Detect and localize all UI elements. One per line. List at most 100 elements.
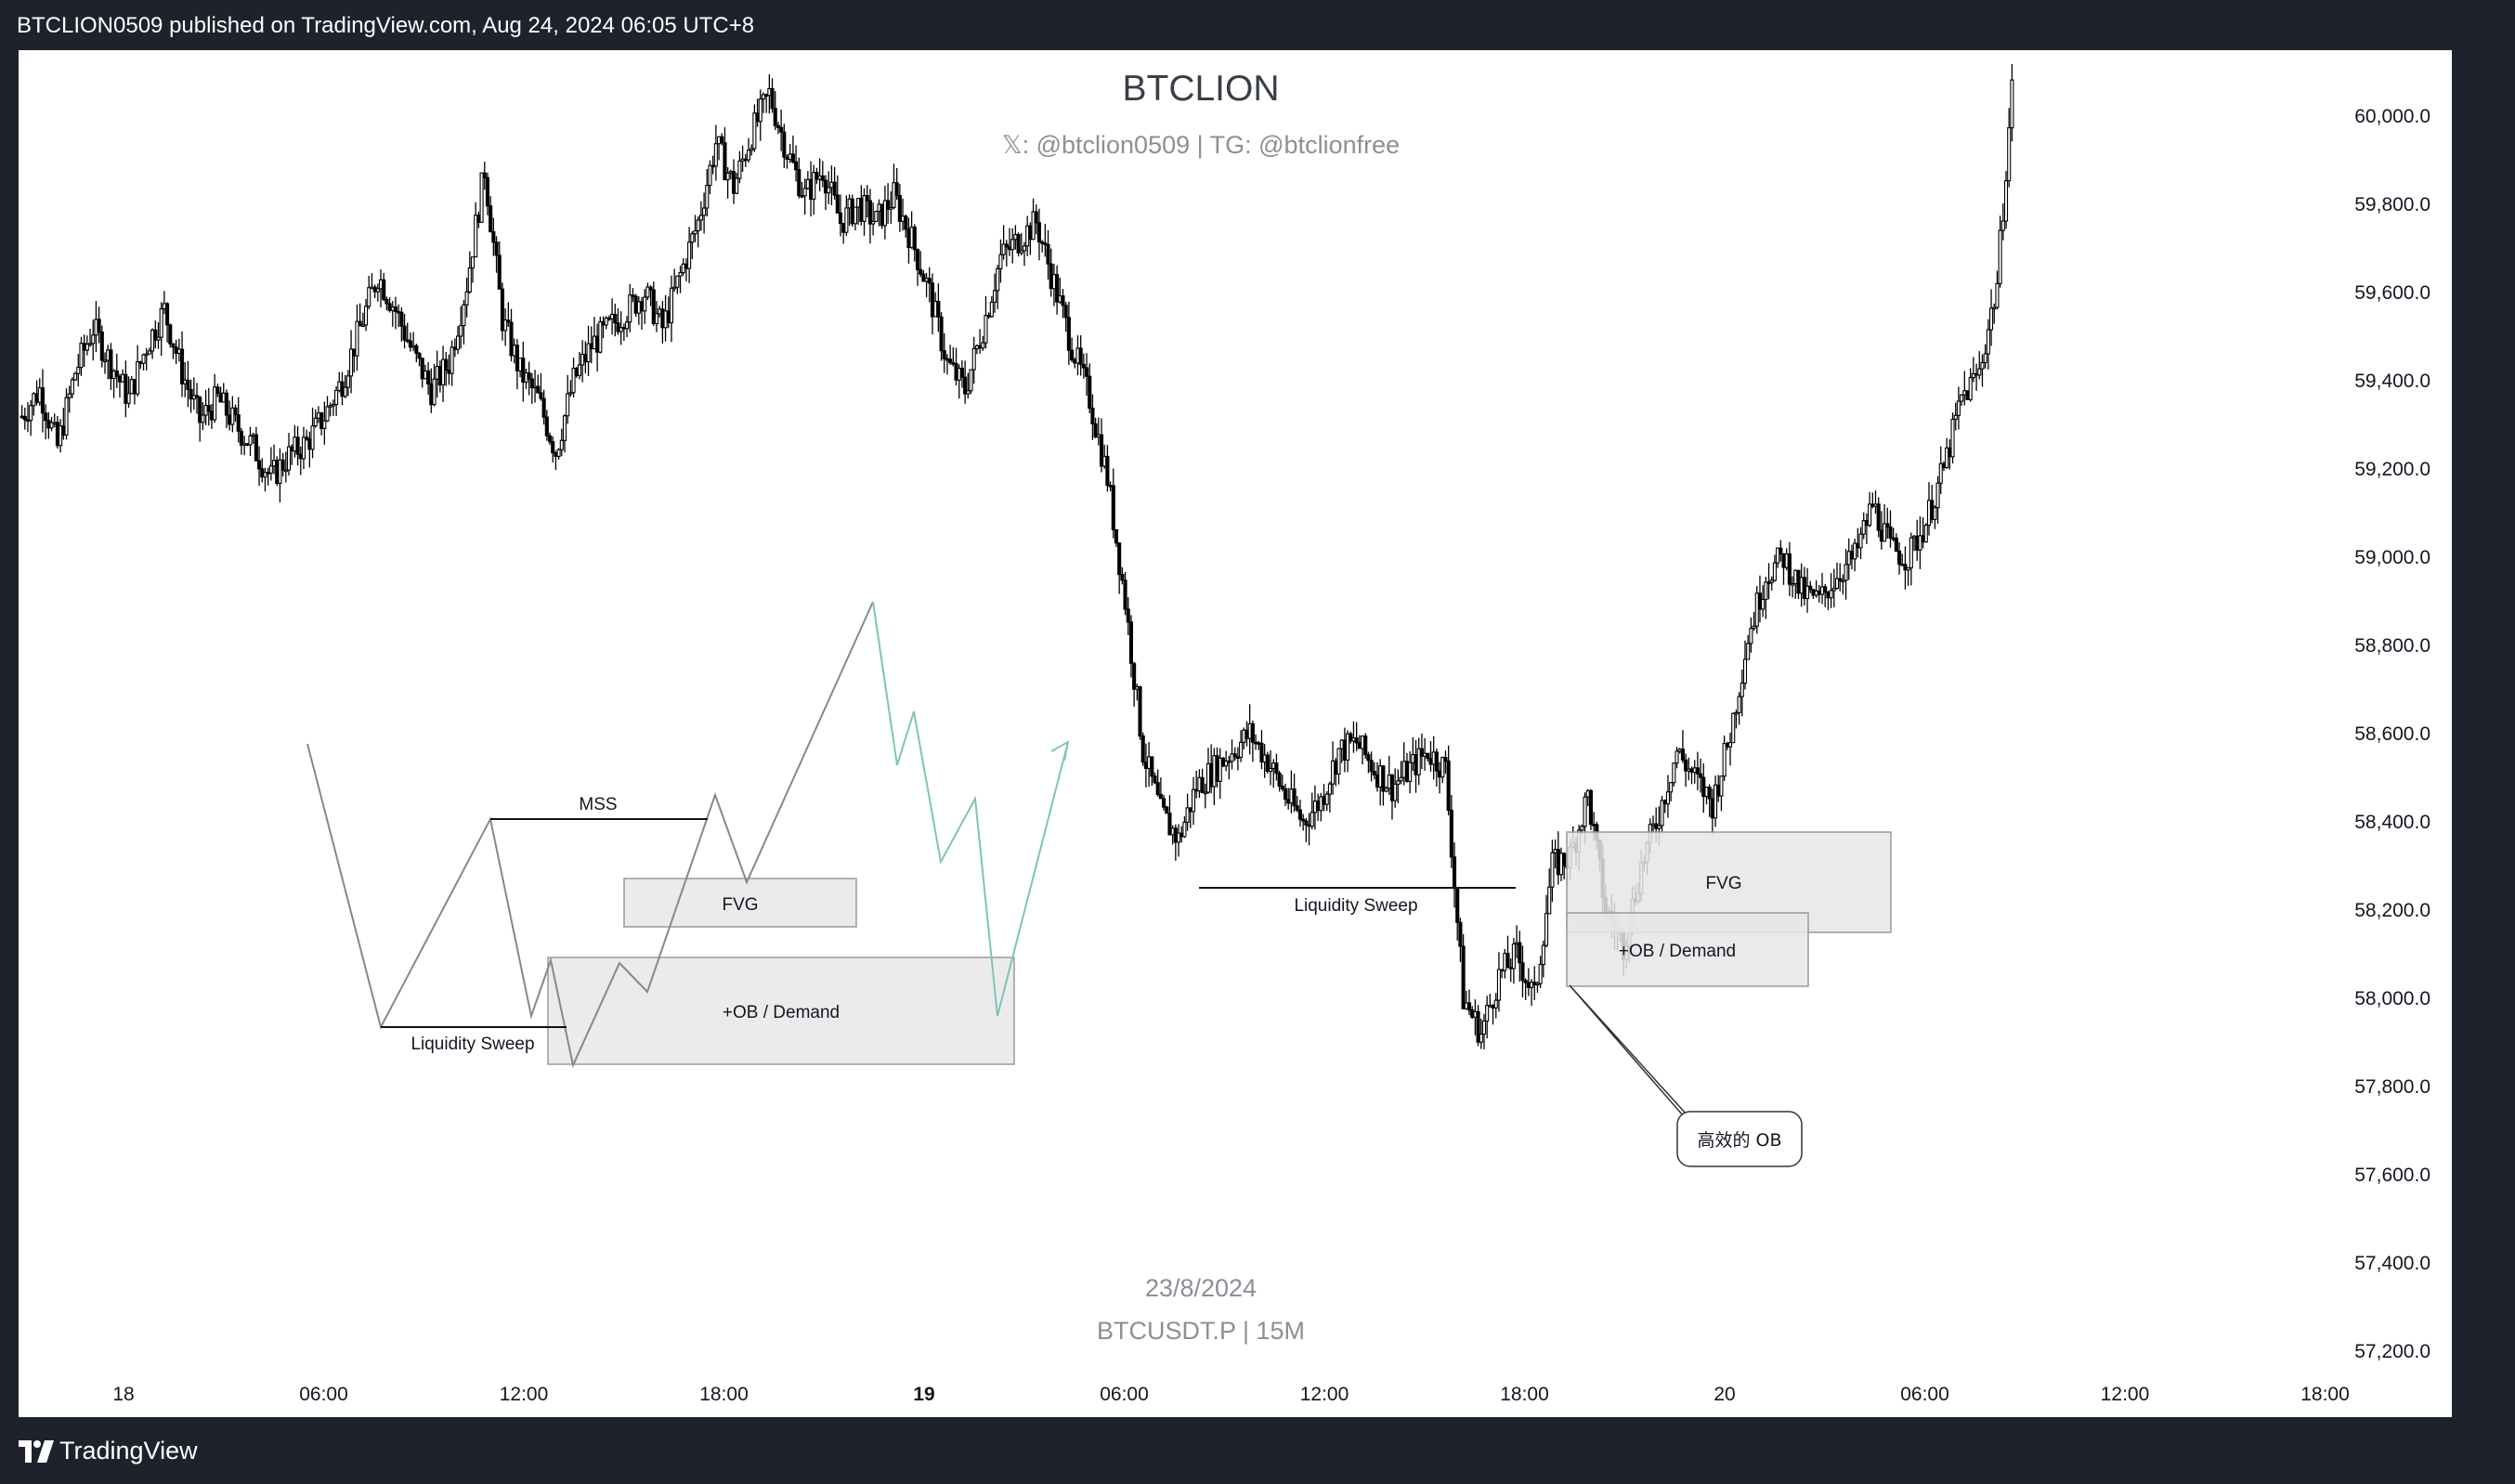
candle-up: [1411, 753, 1415, 763]
candle-down: [1930, 500, 1935, 520]
candle-up: [1665, 791, 1671, 805]
candle-up: [316, 412, 320, 419]
candle-up: [889, 206, 893, 210]
candle-down: [358, 320, 362, 327]
live-ob-zone[interactable]: [1566, 912, 1809, 987]
candle-up: [992, 290, 997, 304]
candle-up: [1933, 507, 1937, 520]
candle-up: [1019, 250, 1023, 254]
schema-fvg-zone: [623, 878, 857, 928]
candle-up: [1147, 756, 1152, 770]
candle-down: [1381, 765, 1386, 792]
candle-down: [1004, 243, 1009, 248]
candle-up: [203, 405, 208, 416]
candle-down: [606, 317, 611, 320]
candle-up: [1331, 760, 1336, 785]
candle-down: [1389, 775, 1395, 801]
candle-up: [1956, 400, 1961, 416]
candle-up: [1013, 233, 1018, 241]
candle-down: [497, 254, 502, 290]
candle-down: [372, 286, 377, 293]
candle-up: [933, 300, 938, 318]
candle-up: [1384, 788, 1388, 792]
candle-up: [176, 348, 181, 355]
candle-up: [1746, 643, 1751, 660]
candle-down: [1684, 759, 1688, 772]
candle-up: [1761, 598, 1766, 610]
candle-down: [1111, 485, 1115, 530]
candle-down: [239, 430, 243, 446]
candle-up: [696, 219, 700, 232]
candle-up: [1995, 282, 2000, 308]
candle-up: [643, 296, 647, 312]
candle-up: [248, 435, 253, 446]
candle-up: [559, 439, 564, 450]
candle-up: [1971, 372, 1975, 379]
candle-up: [1393, 783, 1398, 801]
candle-down: [1518, 942, 1522, 964]
candle-up: [1511, 943, 1516, 970]
candle-up: [1737, 696, 1741, 714]
candle-down: [1150, 756, 1154, 777]
tradingview-brand[interactable]: TradingView: [59, 1437, 198, 1464]
candle-up: [1834, 578, 1840, 590]
candle-down: [298, 453, 303, 460]
candle-down: [1900, 563, 1905, 566]
candle-up: [67, 393, 72, 398]
candle-up: [971, 347, 976, 371]
candle-up: [856, 198, 861, 208]
candle-up: [1431, 751, 1436, 765]
live-ob-label: +OB / Demand: [1619, 942, 1736, 961]
candle-up: [479, 172, 484, 223]
tradingview-logo-icon[interactable]: [17, 1435, 56, 1468]
candle-down: [319, 412, 324, 429]
candle-down: [1470, 1009, 1475, 1018]
candle-down: [1304, 820, 1309, 826]
candle-down: [280, 459, 285, 471]
candle-down: [1414, 753, 1418, 775]
candle-down: [1369, 760, 1374, 773]
candle-down: [1220, 757, 1225, 767]
schema-mss-label: MSS: [579, 795, 617, 814]
candle-up: [981, 342, 985, 349]
candle-down: [1787, 553, 1792, 585]
candle-down: [1232, 753, 1237, 758]
candle-down: [171, 343, 176, 348]
candle-down: [1200, 776, 1205, 794]
candle-down: [245, 443, 250, 446]
candle-down: [40, 387, 46, 414]
candle-up: [283, 469, 288, 473]
candle-up: [568, 392, 573, 395]
candle-up: [1022, 245, 1027, 252]
candle-up: [70, 379, 74, 395]
candle-down: [1823, 586, 1828, 593]
candle-up: [1324, 793, 1329, 805]
candle-down: [948, 358, 953, 364]
candle-down: [295, 436, 300, 455]
candle-down: [1701, 776, 1706, 798]
candle-down: [224, 392, 228, 416]
time-axis[interactable]: 18 06:00 12:00 18:00 19 06:00 12:00 18:00 20 06:0…: [112, 1384, 2349, 1405]
candle-down: [186, 379, 190, 390]
chart-area[interactable]: BTCLION 𝕏: @btclion0509 | TG: @btclionfr…: [19, 50, 2452, 1417]
candle-down: [1372, 771, 1376, 775]
price-chart[interactable]: BTCLION 𝕏: @btclion0509 | TG: @btclionfr…: [19, 50, 2452, 1417]
candle-up: [645, 286, 650, 298]
candle-down: [206, 405, 211, 412]
candle-down: [574, 367, 579, 376]
price-axis[interactable]: 60,000.0 59,800.0 59,600.0 59,400.0 59,200.0…: [2354, 106, 2430, 1362]
candle-down: [1078, 347, 1083, 365]
candle-up: [52, 422, 57, 424]
candle-down: [402, 325, 407, 341]
candle-down: [541, 397, 546, 418]
candle-down: [1126, 608, 1130, 623]
candle-down: [963, 376, 968, 395]
candle-up: [1873, 503, 1878, 507]
candle-down: [539, 392, 543, 399]
candle-up: [59, 425, 63, 447]
candle-up: [625, 321, 630, 330]
candle-up: [156, 336, 161, 341]
candle-down: [521, 358, 526, 384]
callout-box[interactable]: [1676, 1111, 1803, 1167]
candle-up: [1980, 361, 1985, 370]
